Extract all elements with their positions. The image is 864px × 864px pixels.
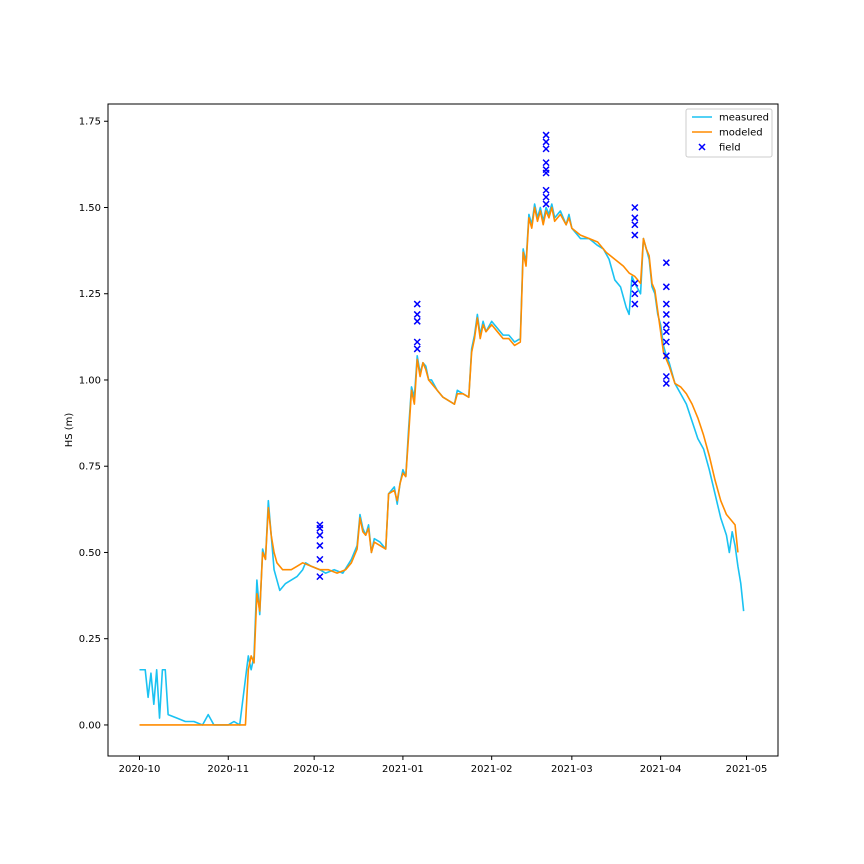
field-point <box>631 290 639 298</box>
legend-label: measured <box>719 113 769 124</box>
field-point <box>316 542 324 550</box>
field-point <box>316 531 324 539</box>
field-point <box>413 345 421 353</box>
field-point <box>631 300 639 308</box>
field-point <box>662 283 670 291</box>
field-point <box>316 573 324 581</box>
field-point <box>413 317 421 325</box>
x-tick-label: 2020-12 <box>293 764 335 775</box>
field-point <box>662 379 670 387</box>
x-axis: 2020-10 2020-11 2020-12 2021-01 2021-02 2021-… <box>119 756 768 775</box>
series-layer <box>139 131 745 726</box>
y-tick-label: 0.00 <box>79 720 101 731</box>
field-point <box>662 338 670 346</box>
legend-label: modeled <box>719 128 763 139</box>
x-tick-label: 2021-01 <box>382 764 424 775</box>
field-point <box>542 131 550 139</box>
y-tick-label: 0.50 <box>79 548 101 559</box>
field-point <box>631 231 639 239</box>
x-tick-label: 2021-04 <box>640 764 682 775</box>
field-point <box>662 352 670 360</box>
field-point <box>542 159 550 167</box>
field-point <box>631 279 639 287</box>
x-tick-label: 2021-05 <box>726 764 768 775</box>
field-point <box>316 524 324 532</box>
y-tick-label: 1.25 <box>79 289 101 300</box>
x-tick-label: 2020-11 <box>207 764 249 775</box>
field-point <box>662 321 670 329</box>
y-tick-label: 1.50 <box>79 203 101 214</box>
y-tick-label: 1.75 <box>79 117 101 128</box>
field-point <box>316 555 324 563</box>
y-tick-label: 0.75 <box>79 462 101 473</box>
field-point <box>662 259 670 267</box>
y-axis-label: HS (m) <box>64 413 75 448</box>
field-point <box>662 372 670 381</box>
field-point <box>542 200 550 208</box>
field-point <box>542 145 550 153</box>
field-point <box>542 138 550 146</box>
field-point <box>413 338 421 346</box>
field-point <box>542 193 550 201</box>
field-point <box>542 186 550 194</box>
field-point <box>542 169 550 177</box>
y-tick-label: 0.25 <box>79 634 101 645</box>
y-axis: 0.00 0.25 0.50 0.75 1.00 1.25 1.50 1.75 <box>79 117 108 731</box>
field-point <box>631 214 639 222</box>
field-point <box>413 300 421 308</box>
field-point <box>662 300 670 308</box>
y-tick-label: 1.00 <box>79 375 101 386</box>
x-tick-label: 2020-10 <box>119 764 161 775</box>
series-line-modeled <box>139 206 739 726</box>
x-tick-label: 2021-02 <box>471 764 513 775</box>
legend-label: field <box>719 143 741 154</box>
plot-frame <box>107 103 779 757</box>
legend: measured modeled field <box>685 108 773 158</box>
field-point <box>662 310 670 318</box>
legend-box <box>685 108 773 158</box>
field-point <box>631 203 639 212</box>
field-point <box>662 328 670 336</box>
x-tick-label: 2021-03 <box>551 764 593 775</box>
field-point <box>413 310 421 318</box>
legend-swatch-field <box>698 143 706 151</box>
field-point <box>631 221 639 229</box>
